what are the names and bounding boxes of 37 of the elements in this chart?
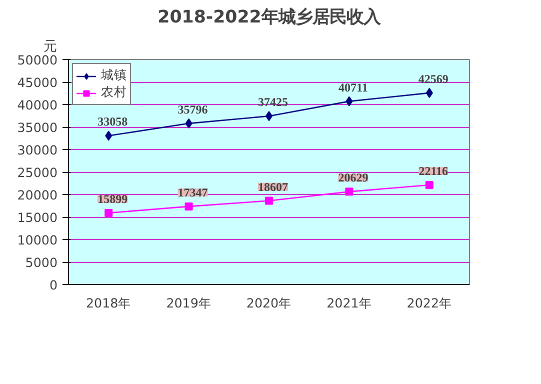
data-label: 33058 [98, 114, 128, 129]
y-tick-label: 35000 [17, 120, 58, 135]
y-tick-label: 0 [49, 278, 58, 292]
chart-title: 2018-2022年城乡居民收入 [158, 8, 382, 28]
data-label: 22116 [418, 164, 448, 178]
point [345, 188, 354, 196]
point [426, 88, 433, 98]
y-axis-title: 元 [44, 40, 56, 54]
y-tick-label: 5000 [25, 255, 58, 270]
point [104, 208, 113, 217]
point [185, 118, 192, 128]
data-label: 18607 [258, 180, 288, 194]
x-tick-label: 2021年 [326, 296, 372, 310]
point [346, 96, 353, 106]
y-tick-label: 50000 [17, 52, 58, 68]
y-tick-label: 20000 [17, 188, 58, 202]
data-label: 40711 [338, 80, 368, 94]
y-tick-label: 30000 [17, 142, 58, 158]
y-tick-label: 15000 [17, 210, 58, 225]
y-tick-label: 40000 [17, 98, 58, 112]
legend-label: 农村 [101, 84, 127, 101]
x-tick-label: 2018年 [86, 296, 132, 310]
point [265, 196, 273, 205]
x-tick-label: 2022年 [406, 296, 452, 310]
point [184, 202, 193, 210]
data-label: 20629 [338, 170, 368, 185]
data-label: 15899 [98, 192, 128, 206]
point [105, 130, 112, 141]
point [425, 180, 434, 189]
x-tick-label: 2019年 [166, 296, 212, 310]
data-label: 17347 [178, 185, 208, 200]
data-label: 35796 [178, 102, 208, 116]
legend-label: 城镇 [101, 67, 127, 84]
y-tick-label: 45000 [17, 75, 58, 90]
y-tick-label: 25000 [17, 165, 58, 180]
y-tick-label: 10000 [17, 232, 58, 248]
x-tick-label: 2020年 [246, 296, 292, 310]
